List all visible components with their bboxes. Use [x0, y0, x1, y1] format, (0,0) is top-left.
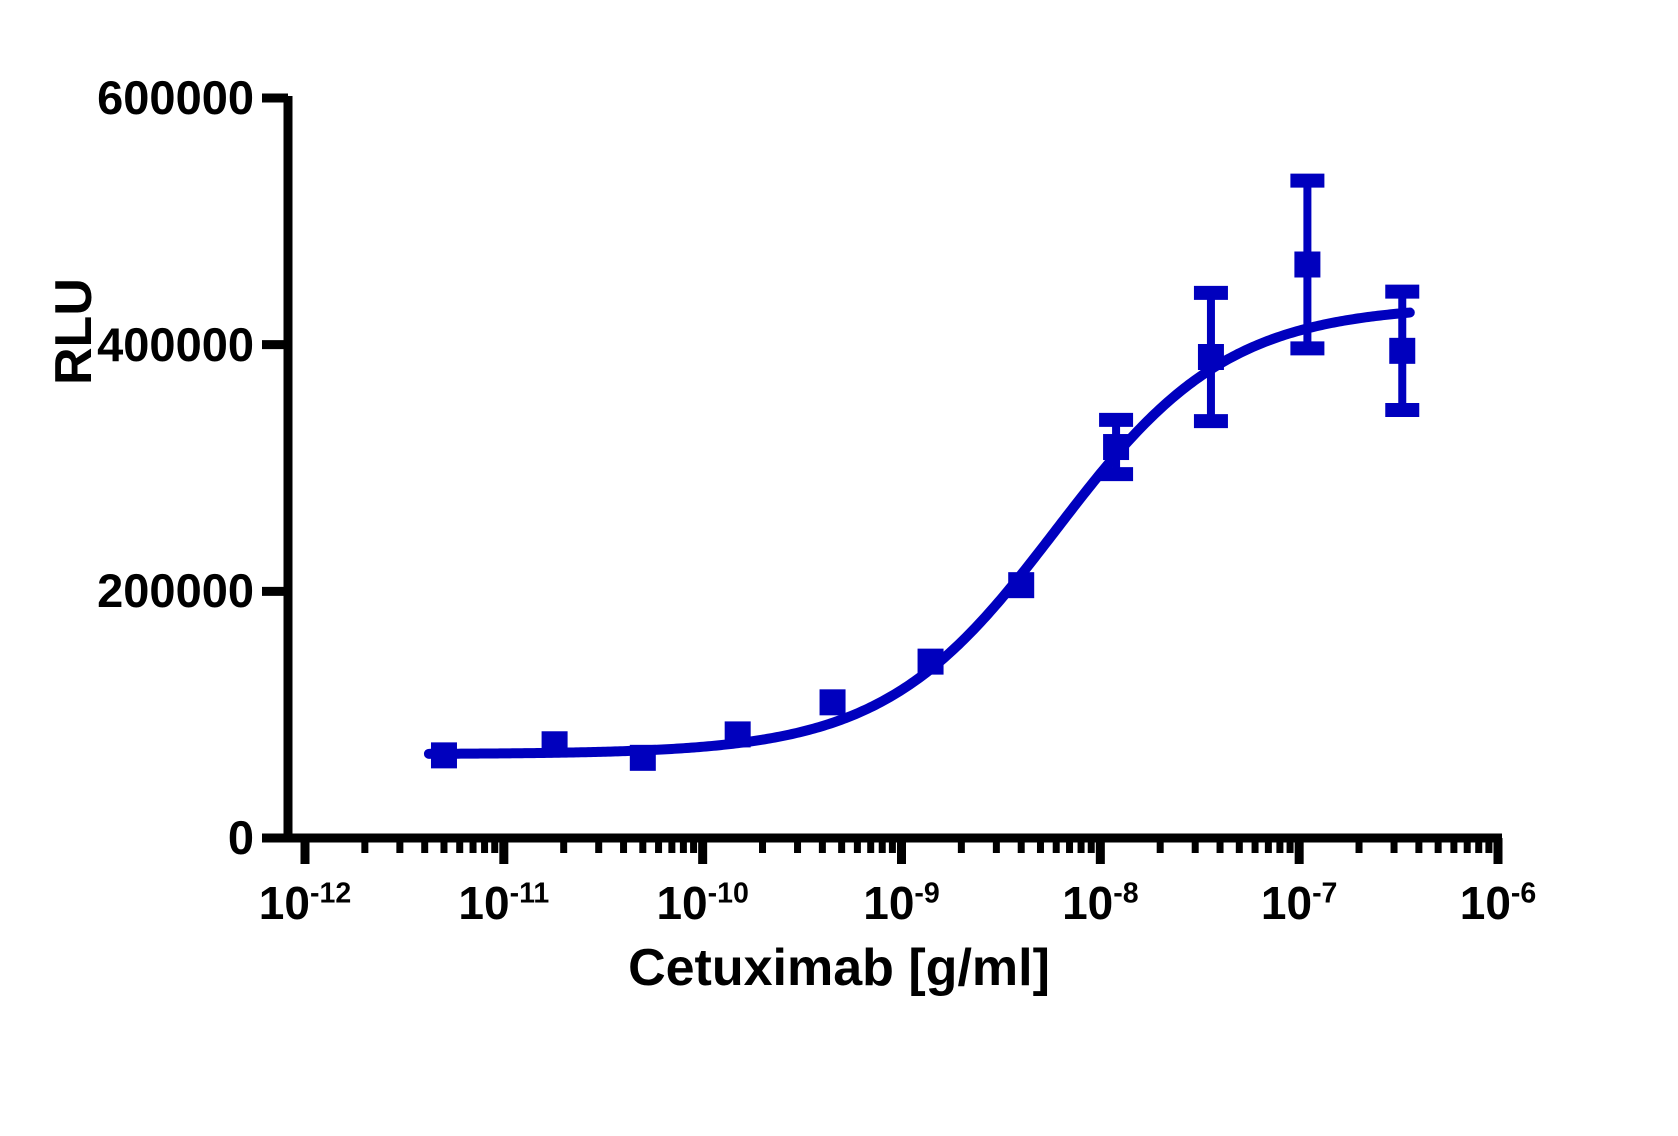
- x-tick-mantissa: 10: [656, 877, 708, 929]
- x-tick-mantissa: 10: [458, 877, 510, 929]
- x-tick-exponent: -11: [509, 877, 550, 910]
- x-tick-label: 10-9: [863, 877, 940, 929]
- error-bars: [1099, 173, 1420, 482]
- x-tick-label: 10-12: [258, 877, 352, 929]
- data-markers: [430, 251, 1416, 771]
- x-tick-label: 10-7: [1260, 877, 1338, 929]
- y-tick-label: 400000: [97, 317, 254, 371]
- y-tick-label: 200000: [97, 564, 254, 618]
- x-tick-exponent: -10: [707, 877, 749, 910]
- x-tick-exponent: -6: [1510, 877, 1537, 910]
- y-tick-label: 600000: [97, 71, 254, 124]
- x-tick-mantissa: 10: [863, 877, 915, 929]
- y-tick-label: 0: [227, 811, 254, 864]
- x-tick-label: 10-6: [1459, 877, 1537, 929]
- x-tick-exponent: -8: [1113, 877, 1139, 910]
- x-tick-mantissa: 10: [1459, 877, 1511, 929]
- x-tick-exponent: -12: [309, 877, 352, 910]
- x-tick-label: 10-8: [1062, 877, 1139, 929]
- x-tick-label: 10-11: [458, 877, 550, 929]
- x-tick-mantissa: 10: [258, 877, 310, 929]
- x-tick-label: 10-10: [656, 877, 749, 929]
- fit-curve: [423, 307, 1415, 759]
- x-axis-title: Cetuximab [g/ml]: [628, 939, 1050, 997]
- y-axis-title: RLU: [45, 278, 103, 385]
- x-tick-exponent: -7: [1312, 877, 1338, 910]
- x-tick-mantissa: 10: [1260, 877, 1313, 929]
- x-tick-mantissa: 10: [1062, 877, 1114, 929]
- axes: [262, 93, 1503, 864]
- x-tick-exponent: -9: [914, 877, 940, 910]
